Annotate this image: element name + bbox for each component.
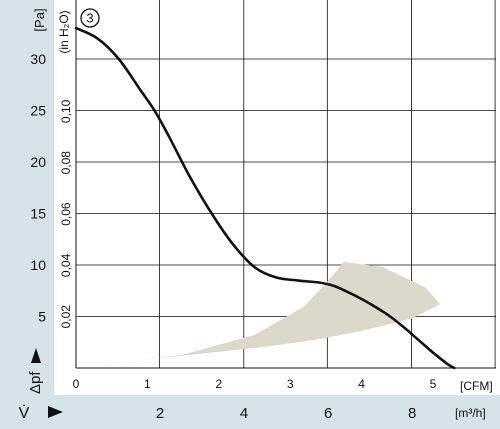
flow-unit-cfm: [CFM] bbox=[460, 379, 493, 393]
inh2o-tick-label: 0,08 bbox=[59, 151, 73, 175]
flow-symbol: V̇ bbox=[19, 404, 30, 422]
flow-unit-m3h: [m³/h] bbox=[455, 406, 486, 420]
inh2o-tick-label: 0,02 bbox=[59, 305, 73, 329]
pa-tick-label: 15 bbox=[30, 206, 46, 222]
inh2o-tick-label: 0,04 bbox=[59, 253, 73, 277]
cfm-tick-label: 0 bbox=[73, 377, 80, 391]
m3h-tick-label: 8 bbox=[408, 405, 416, 422]
pa-tick-labels: 5 10 15 20 25 30 bbox=[30, 51, 46, 325]
cfm-tick-label: 5 bbox=[430, 377, 437, 391]
curve-id-label: 3 bbox=[86, 11, 93, 26]
m3h-tick-label: 2 bbox=[156, 405, 164, 422]
pa-tick-label: 10 bbox=[30, 257, 46, 273]
cfm-tick-label: 3 bbox=[287, 377, 294, 391]
cfm-tick-label: 2 bbox=[215, 377, 222, 391]
cfm-tick-label: 1 bbox=[144, 377, 151, 391]
left-axis-band bbox=[0, 0, 54, 429]
bottom-axis-band bbox=[54, 395, 500, 429]
cfm-tick-labels: 0 1 2 3 4 5 bbox=[73, 377, 437, 391]
fan-curve-3 bbox=[74, 26, 456, 370]
pressure-unit-inh2o: (in H₂O) bbox=[57, 10, 71, 53]
cfm-tick-label: 4 bbox=[358, 377, 365, 391]
pa-tick-label: 25 bbox=[30, 103, 46, 119]
pressure-arrow-icon bbox=[31, 348, 41, 363]
operating-region bbox=[86, 261, 441, 368]
pa-tick-label: 5 bbox=[38, 309, 46, 325]
m3h-tick-labels: 2 4 6 8 bbox=[156, 405, 416, 422]
inh2o-tick-label: 0,06 bbox=[59, 202, 73, 226]
pa-tick-label: 30 bbox=[30, 51, 46, 67]
inh2o-tick-labels: 0,02 0,04 0,06 0,08 0,10 bbox=[59, 99, 73, 328]
flow-arrow-icon bbox=[48, 406, 63, 418]
m3h-tick-label: 6 bbox=[324, 405, 332, 422]
curve-id-circle bbox=[80, 8, 100, 28]
pressure-symbol: Δpf bbox=[27, 371, 44, 394]
pressure-unit-pa: [Pa] bbox=[32, 8, 47, 31]
inh2o-tick-label: 0,10 bbox=[59, 99, 73, 123]
pa-tick-label: 20 bbox=[30, 154, 46, 170]
m3h-tick-label: 4 bbox=[240, 405, 248, 422]
